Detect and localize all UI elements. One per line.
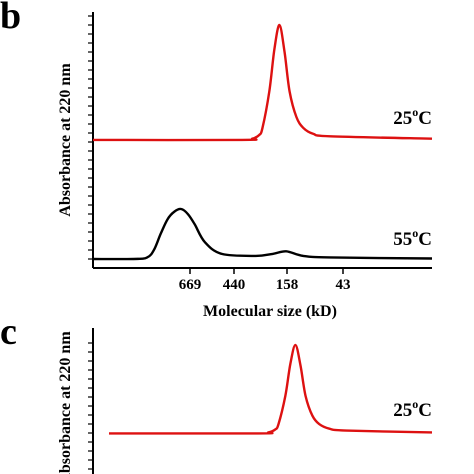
panel-c-trace-25c	[108, 343, 433, 435]
panel-b-x-tick-label: 158	[276, 277, 299, 293]
panel-b-x-tick-label: 440	[223, 277, 246, 293]
panel-b-x-tick-label: 43	[336, 277, 351, 293]
panel-b-x-axis-title: Molecular size (kD)	[203, 303, 337, 320]
panel-c-letter: c	[0, 311, 17, 353]
panel-b-y-axis-title: Absorbance at 220 nm	[57, 63, 74, 217]
panel-b-label-25c: 25oC	[393, 105, 432, 129]
panel-b-letter: b	[0, 0, 21, 37]
panel-c-label-25c: 25oC	[393, 397, 432, 421]
panel-b-trace-25c	[92, 23, 433, 142]
panel-b-label-55c: 55oC	[393, 226, 432, 250]
panel-c-chart: 25oC	[88, 328, 433, 474]
panel-b-x-tick-label: 669	[179, 277, 202, 293]
panel-b-chart: 669 440 158 43 25oC 55oC	[88, 12, 433, 293]
panel-b-trace-55c	[92, 207, 433, 261]
panel-c-y-axis-title: Absorbance at 220 nm	[57, 331, 74, 474]
